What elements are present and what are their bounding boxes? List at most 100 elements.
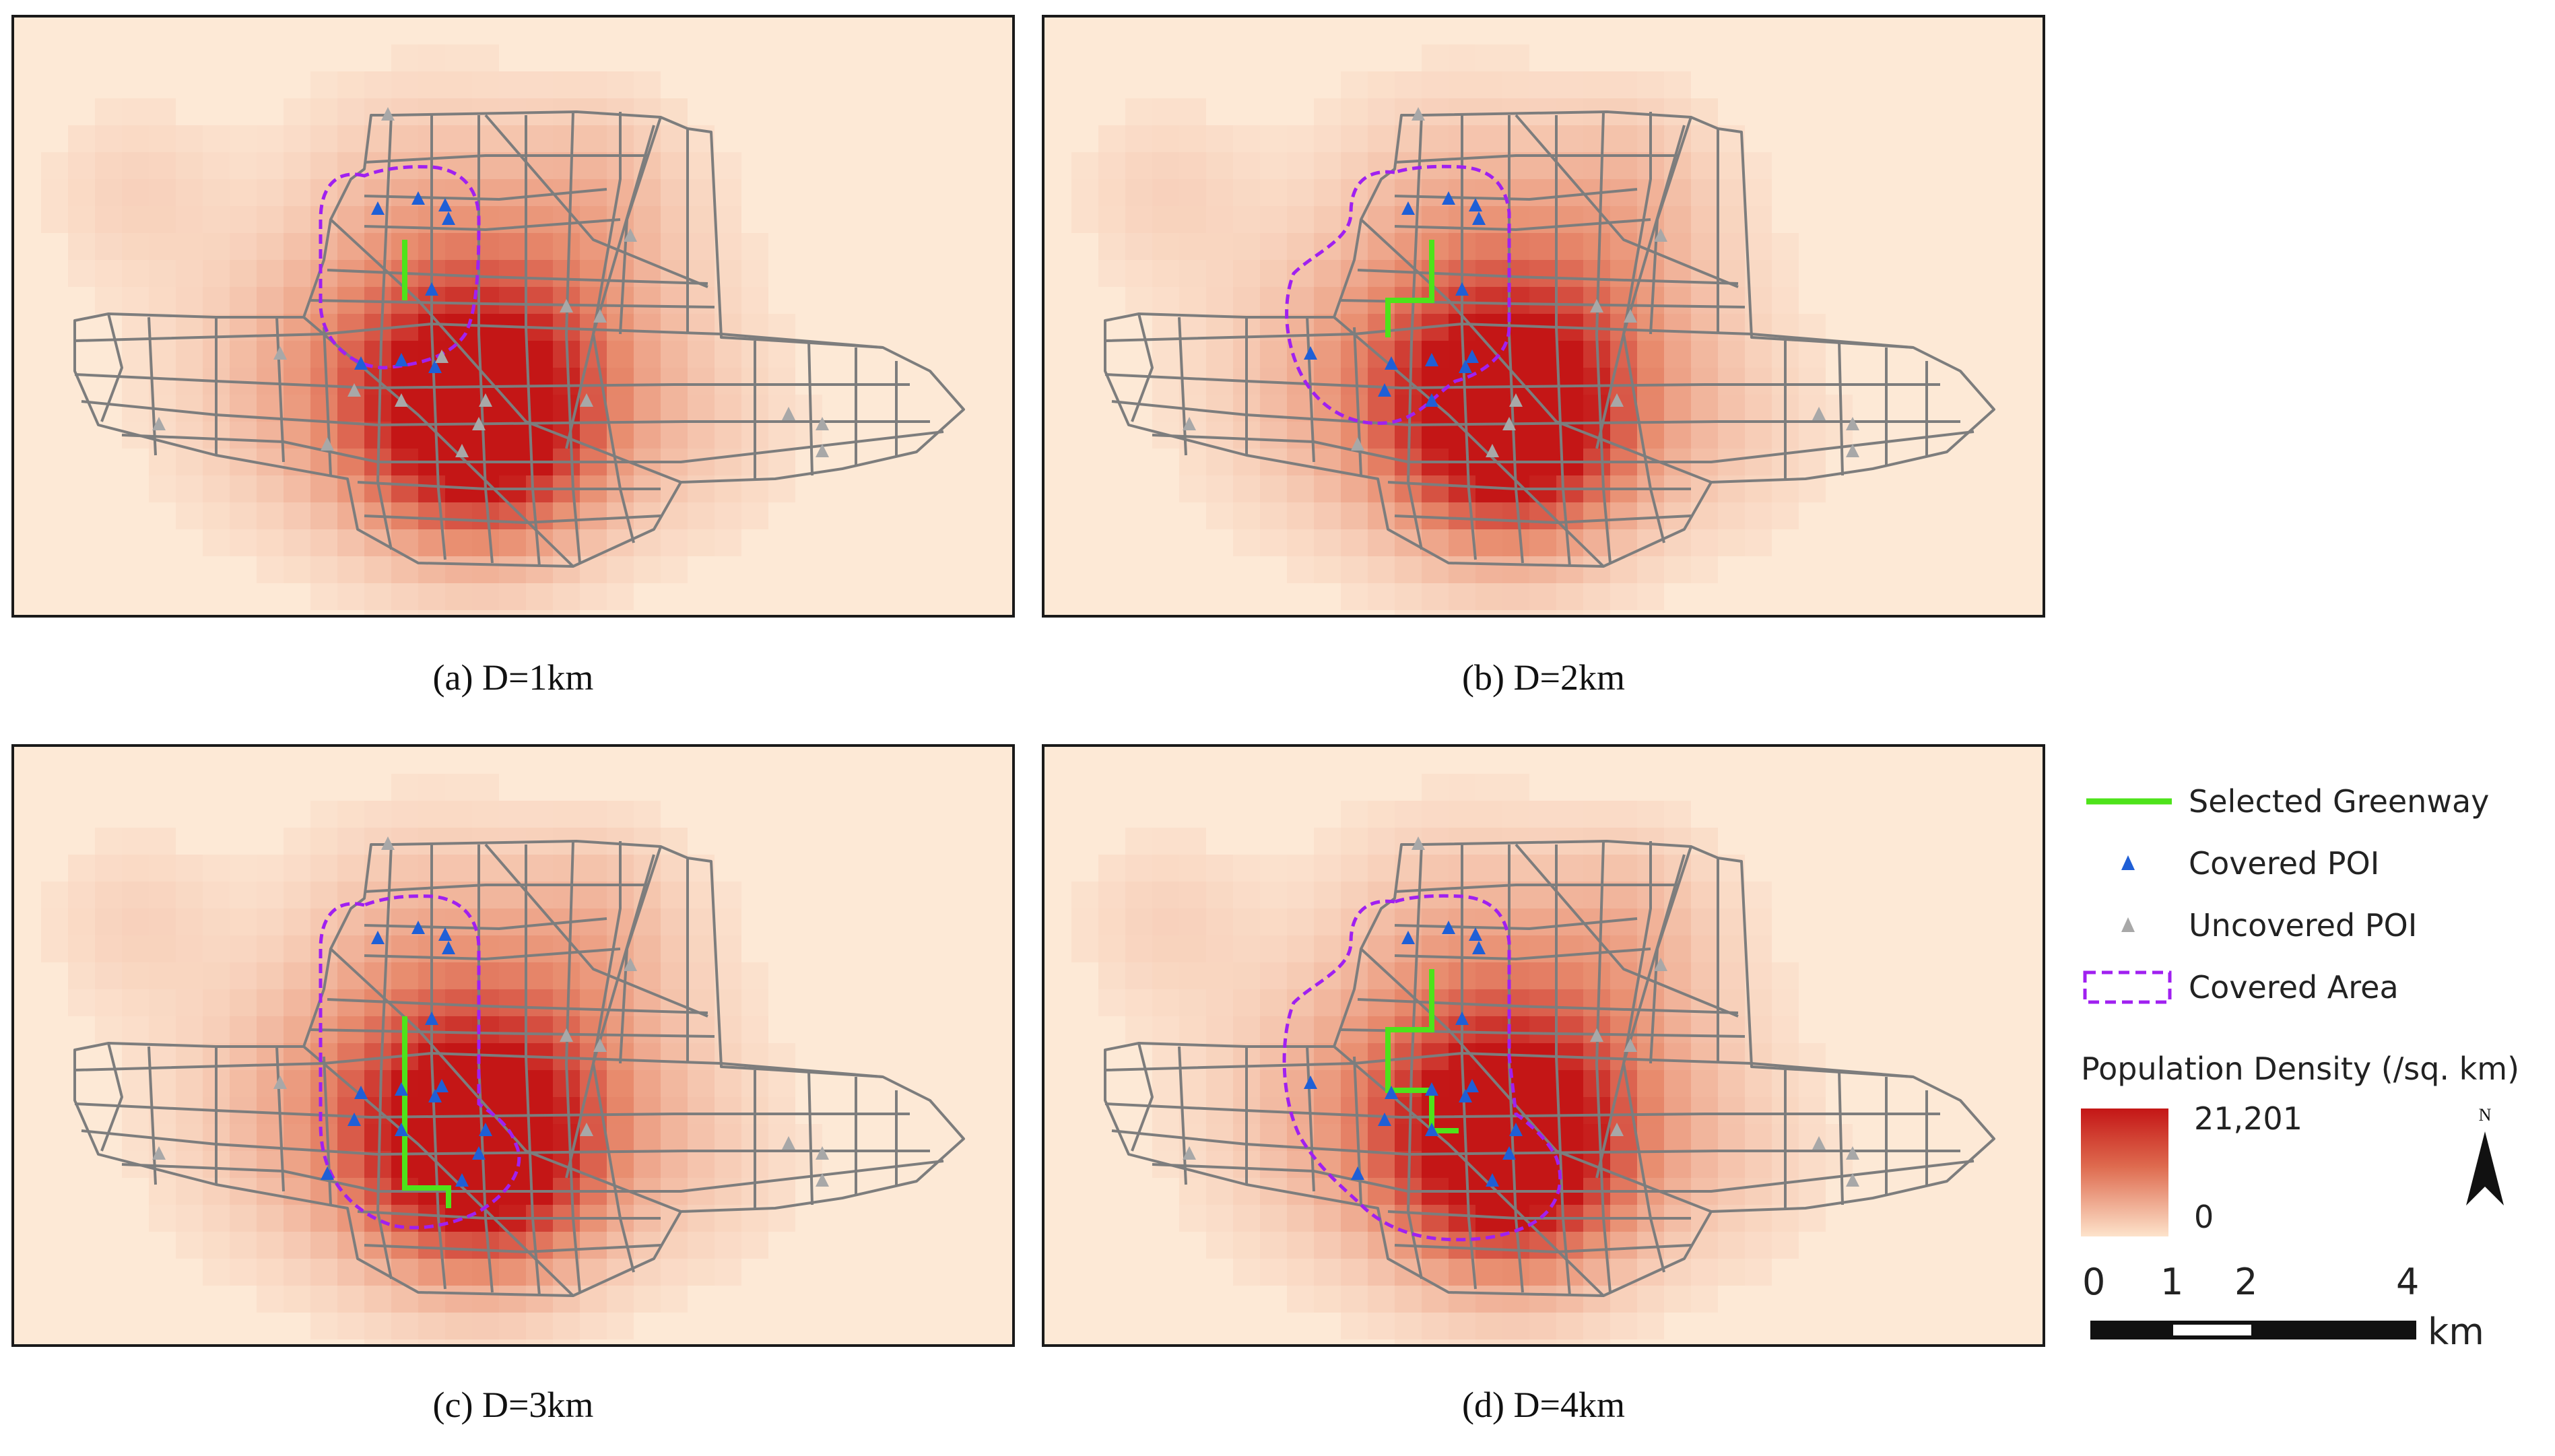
density-cell	[472, 1232, 499, 1259]
density-cell	[1799, 1178, 1826, 1205]
density-cell	[1341, 395, 1368, 422]
road	[100, 1043, 123, 1152]
density-cell	[1718, 935, 1745, 962]
density-cell	[337, 855, 364, 882]
density-cell	[580, 583, 607, 610]
density-cell	[472, 610, 499, 615]
density-cell	[1745, 1178, 1772, 1205]
density-cell	[1664, 828, 1691, 855]
density-cell	[1260, 1016, 1287, 1043]
density-cell	[1152, 1097, 1179, 1124]
density-cell	[715, 341, 741, 368]
road	[1394, 948, 1651, 960]
density-cell	[1664, 395, 1691, 422]
density-cell	[1341, 1124, 1368, 1151]
density-cell	[257, 855, 284, 882]
density-cell	[364, 1339, 391, 1344]
density-cell	[1152, 152, 1179, 179]
covered-poi-icon	[438, 198, 452, 211]
covered-poi-icon	[1351, 1166, 1364, 1180]
road	[1111, 400, 1960, 426]
density-cell	[1502, 98, 1529, 125]
density-cell	[1718, 1016, 1745, 1043]
density-cell	[1664, 1043, 1691, 1070]
uncovered-poi-icon	[816, 417, 829, 430]
density-cell	[1745, 908, 1772, 935]
density-cell	[1314, 828, 1341, 855]
density-cell	[1772, 287, 1799, 314]
density-cell	[122, 152, 149, 179]
density-cell	[499, 1313, 526, 1339]
density-cell	[1125, 125, 1152, 152]
road	[1360, 948, 1712, 1213]
density-cell	[1772, 1016, 1799, 1043]
density-cell	[661, 368, 688, 395]
covered-poi-icon	[435, 1079, 449, 1092]
uncovered-poi-icon	[472, 417, 486, 430]
density-cell	[553, 71, 580, 98]
density-cell	[310, 583, 337, 610]
density-cell	[661, 1286, 688, 1313]
density-cell	[1287, 882, 1314, 908]
density-cell	[310, 1313, 337, 1339]
density-cell	[337, 583, 364, 610]
density-cell	[284, 1097, 310, 1124]
density-cell	[1502, 583, 1529, 610]
density-cell	[1610, 583, 1637, 610]
density-cell	[1125, 882, 1152, 908]
density-cell	[1206, 1151, 1233, 1178]
road	[329, 218, 682, 484]
density-cell	[1745, 152, 1772, 179]
density-cell	[391, 962, 418, 989]
density-cell	[1422, 583, 1449, 610]
density-cell	[337, 1313, 364, 1339]
density-cell	[715, 206, 741, 233]
density-cell	[445, 828, 472, 855]
uncovered-poi-icon	[816, 1146, 829, 1160]
density-cell	[741, 962, 768, 989]
density-cell	[1637, 1016, 1664, 1043]
density-cell	[553, 610, 580, 615]
density-cell	[1422, 1205, 1449, 1232]
density-cell	[1395, 556, 1422, 583]
road	[1353, 327, 1362, 476]
density-cell	[257, 1151, 284, 1178]
density-cell	[1368, 828, 1395, 855]
road	[310, 1028, 715, 1038]
density-cell	[607, 71, 634, 98]
road	[364, 218, 621, 231]
density-cell	[1260, 529, 1287, 556]
density-cell	[310, 1097, 337, 1124]
density-cell	[337, 395, 364, 422]
road	[1131, 313, 1154, 422]
density-cell	[1125, 908, 1152, 935]
density-cell	[688, 395, 715, 422]
road	[74, 373, 910, 389]
density-cell	[1206, 855, 1233, 882]
density-cell	[391, 828, 418, 855]
density-cell	[1152, 368, 1179, 395]
density-cell	[1529, 962, 1556, 989]
density-cell	[1637, 395, 1664, 422]
density-cell	[661, 98, 688, 125]
density-cell	[1314, 908, 1341, 935]
density-cell	[418, 1286, 445, 1313]
density-cell	[445, 1259, 472, 1286]
density-cell	[1529, 583, 1556, 610]
density-cell	[1529, 529, 1556, 556]
density-cell	[1475, 1259, 1502, 1286]
density-cell	[526, 855, 553, 882]
density-cell	[445, 556, 472, 583]
density-cell	[1368, 502, 1395, 529]
density-cell	[445, 855, 472, 882]
density-cell	[768, 368, 795, 395]
density-cell	[1260, 152, 1287, 179]
density-cell	[1502, 529, 1529, 556]
density-cell	[1098, 935, 1125, 962]
density-cell	[122, 125, 149, 152]
density-cell	[768, 422, 795, 449]
density-cell	[1449, 1286, 1475, 1313]
density-cell	[41, 152, 68, 179]
density-cell	[176, 882, 203, 908]
density-cell	[1287, 1232, 1314, 1259]
